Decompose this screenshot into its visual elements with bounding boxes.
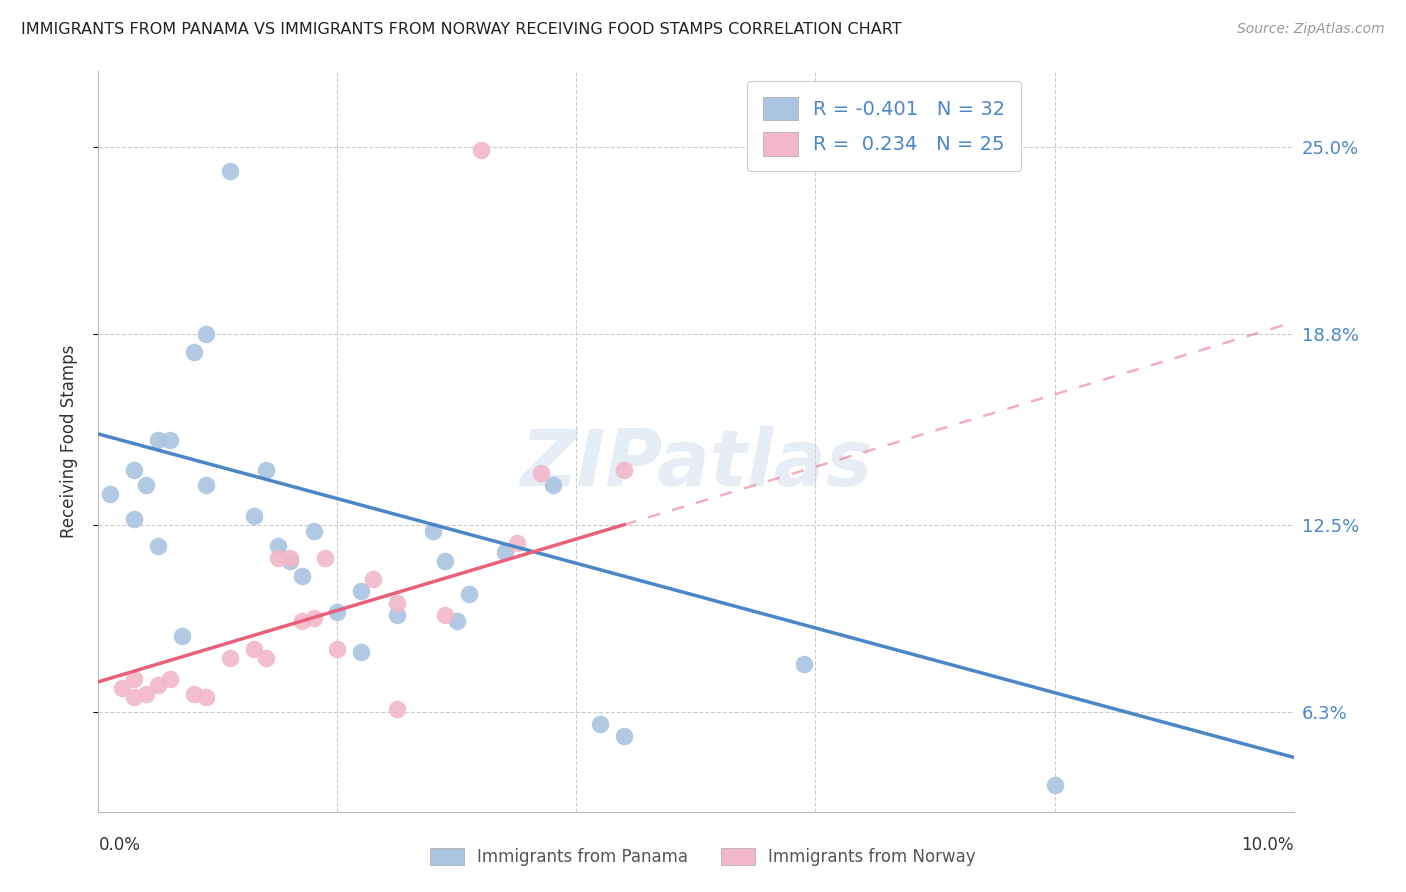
Point (385, 596, 409, 610)
Point (219, 164, 242, 178)
Point (124, 511, 146, 525)
Text: 0.0%: 0.0% (98, 836, 141, 854)
Text: ZIPatlas: ZIPatlas (520, 425, 872, 502)
Text: IMMIGRANTS FROM PANAMA VS IMMIGRANTS FROM NORWAY RECEIVING FOOD STAMPS CORRELATI: IMMIGRANTS FROM PANAMA VS IMMIGRANTS FRO… (21, 22, 901, 37)
Point (613, 729, 636, 743)
Point (98, 487, 122, 501)
Text: 10.0%: 10.0% (1241, 836, 1294, 854)
Point (291, 615, 314, 629)
Point (278, 554, 301, 568)
Point (291, 569, 314, 583)
Point (278, 550, 301, 565)
Point (183, 687, 205, 701)
Point (589, 717, 612, 731)
Point (363, 572, 385, 586)
Point (219, 650, 242, 665)
Point (183, 345, 205, 359)
Point (124, 690, 146, 704)
Point (254, 463, 277, 477)
Text: Source: ZipAtlas.com: Source: ZipAtlas.com (1237, 22, 1385, 37)
Point (267, 539, 290, 553)
Legend: Immigrants from Panama, Immigrants from Norway: Immigrants from Panama, Immigrants from … (422, 840, 984, 875)
Point (124, 672, 146, 686)
Point (385, 702, 409, 716)
Point (434, 608, 457, 623)
Point (793, 657, 815, 671)
Point (135, 687, 157, 701)
Point (148, 433, 170, 447)
Point (613, 463, 636, 477)
Point (422, 524, 444, 538)
Point (494, 545, 516, 559)
Point (195, 478, 218, 492)
Legend: R = -0.401   N = 32, R =  0.234   N = 25: R = -0.401 N = 32, R = 0.234 N = 25 (747, 81, 1021, 171)
Point (148, 678, 170, 692)
Point (506, 535, 529, 549)
Point (243, 508, 266, 523)
Point (530, 467, 553, 481)
Point (541, 478, 564, 492)
Point (350, 644, 373, 658)
Point (315, 550, 337, 565)
Point (195, 690, 218, 704)
Point (458, 587, 481, 601)
Point (267, 550, 290, 565)
Point (159, 672, 181, 686)
Point (385, 608, 409, 623)
Point (111, 681, 134, 695)
Point (302, 611, 325, 625)
Point (135, 478, 157, 492)
Point (326, 605, 349, 619)
Point (470, 143, 492, 157)
Point (254, 650, 277, 665)
Point (446, 615, 468, 629)
Y-axis label: Receiving Food Stamps: Receiving Food Stamps (59, 345, 77, 538)
Point (434, 554, 457, 568)
Point (1043, 778, 1066, 792)
Point (350, 584, 373, 599)
Point (159, 433, 181, 447)
Point (172, 630, 194, 644)
Point (243, 641, 266, 656)
Point (124, 463, 146, 477)
Point (326, 641, 349, 656)
Point (148, 539, 170, 553)
Point (195, 327, 218, 342)
Point (302, 524, 325, 538)
